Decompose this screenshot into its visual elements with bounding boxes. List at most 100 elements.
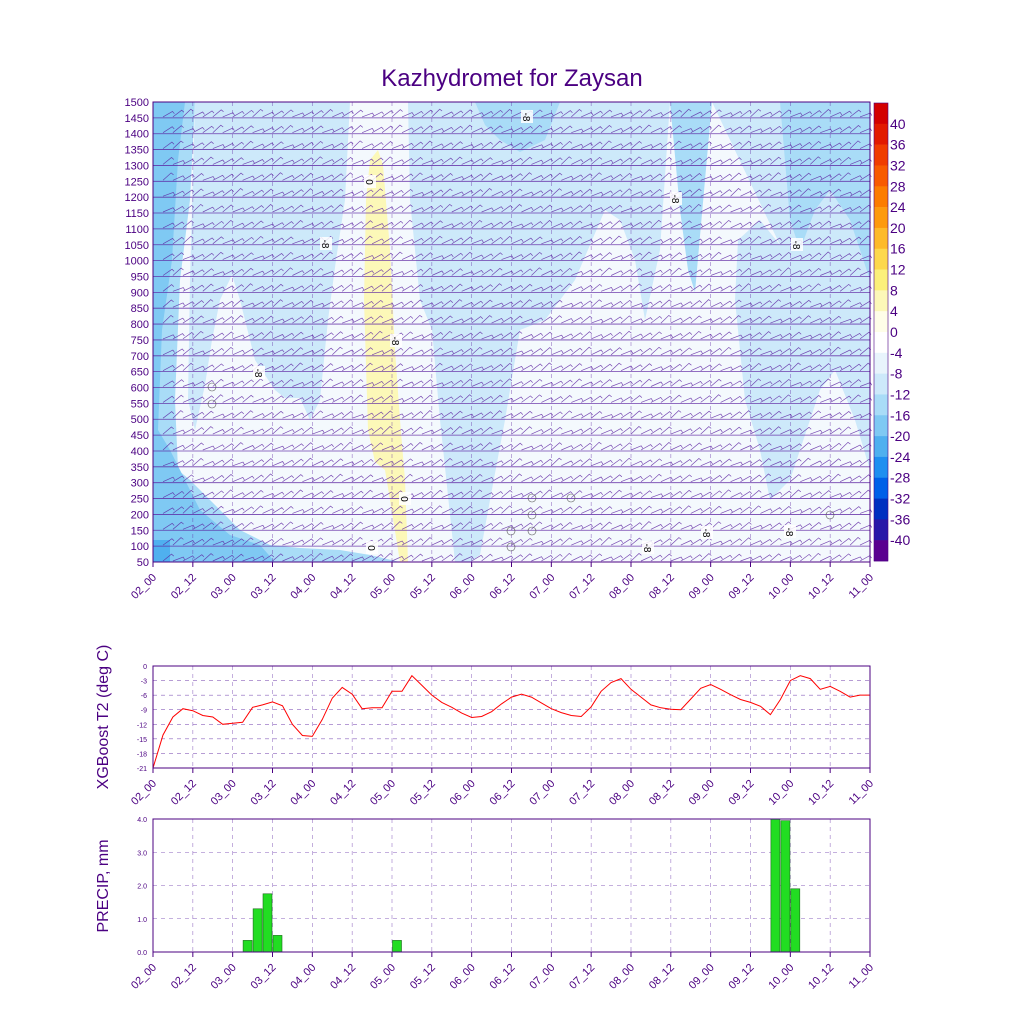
wind-barb (521, 395, 533, 403)
wind-barb (471, 381, 484, 387)
wind-barb (302, 457, 313, 467)
wind-barb (780, 317, 793, 324)
wind-barb (431, 428, 444, 435)
colorbar-label: -8 (890, 366, 903, 382)
wind-barb (720, 189, 732, 197)
wind-barb (322, 505, 334, 514)
wind-barb (580, 331, 593, 340)
wind-barb (441, 411, 454, 419)
wind-barb (471, 508, 484, 514)
wind-barb (750, 397, 763, 403)
wind-barb (352, 332, 364, 340)
wind-barb (810, 283, 821, 292)
wind-barb (521, 553, 533, 562)
wind-barb (481, 395, 494, 403)
wind-barb (431, 143, 444, 149)
wind-barb (810, 379, 822, 387)
wind-barb (431, 158, 444, 165)
wind-barb (600, 317, 613, 324)
wind-barb (401, 443, 414, 451)
wind-barb (232, 126, 245, 133)
wind-barb (700, 491, 713, 498)
contour-label: -8 (319, 240, 330, 249)
wind-barb (630, 175, 644, 181)
wind-barb (471, 127, 484, 134)
wind-barb (600, 109, 613, 118)
wind-barb (172, 221, 185, 229)
wind-barb (610, 331, 623, 340)
wind-barb (451, 476, 464, 483)
cold-region-left-deep (153, 540, 170, 562)
wind-barb (411, 299, 423, 308)
wind-barb (810, 395, 822, 403)
wind-barb (800, 299, 812, 308)
wind-barb (461, 190, 474, 197)
wind-barb (212, 144, 225, 149)
wind-barb (660, 507, 673, 514)
wind-barb (401, 173, 414, 181)
wind-barb (690, 427, 703, 435)
wind-barb (162, 126, 175, 133)
wind-barb (790, 397, 803, 403)
wind-barb (521, 364, 534, 372)
wind-barb (750, 443, 763, 451)
wind-barb (441, 269, 454, 276)
wind-barb (531, 205, 543, 213)
wind-barb (252, 540, 265, 546)
wind-barb (461, 317, 474, 324)
wind-barb (730, 411, 742, 419)
wind-barb (521, 410, 533, 419)
wind-barb (401, 366, 415, 372)
wind-barb (690, 523, 703, 530)
wind-barb (262, 142, 275, 149)
wind-barb (511, 381, 524, 387)
wind-barb (371, 284, 384, 292)
wind-barb (551, 269, 563, 276)
wind-barb (381, 379, 394, 387)
precip-x-tick-label: 04_00 (288, 962, 318, 992)
wind-barb (252, 205, 264, 213)
wind-barb (790, 362, 801, 371)
wind-barb (252, 332, 264, 340)
t2-x-tick-label: 10_12 (806, 778, 836, 808)
wind-barb (332, 331, 344, 340)
wind-barb (571, 236, 583, 245)
wind-barb (172, 460, 185, 467)
wind-barb (461, 205, 474, 213)
wind-barb (790, 347, 802, 356)
wind-barb (232, 553, 244, 562)
wind-barb (561, 110, 573, 118)
contour-label: -8 (700, 529, 711, 538)
wind-barb (182, 382, 196, 387)
colorbar-label: -40 (890, 532, 910, 548)
wind-barb (501, 443, 514, 451)
wind-barb (610, 174, 623, 181)
wind-barb (650, 315, 663, 324)
wind-barb (690, 492, 703, 498)
wind-barb (262, 284, 275, 292)
wind-barb (162, 207, 175, 213)
calm-marker (207, 382, 217, 392)
wind-barb (720, 524, 733, 530)
wind-barb (351, 537, 363, 546)
wind-barb (630, 506, 643, 514)
wind-barb (511, 173, 523, 181)
wind-barb (730, 284, 742, 292)
wind-barb (591, 491, 603, 498)
wind-barb (551, 411, 563, 419)
wind-barb (660, 522, 673, 530)
wind-barb (202, 410, 214, 419)
colorbar-segment (874, 332, 888, 354)
wind-barb (650, 285, 663, 292)
wind-barb (819, 505, 832, 514)
wind-barb (421, 537, 433, 546)
t2-x-tick-label: 04_00 (288, 778, 318, 808)
wind-barb (830, 412, 842, 419)
wind-barb (252, 316, 265, 324)
wind-barb (282, 378, 294, 387)
wind-barb (640, 251, 652, 260)
wind-barb (172, 363, 185, 371)
wind-barb (810, 221, 822, 229)
wind-barb (770, 410, 782, 419)
wind-barb (849, 286, 863, 292)
